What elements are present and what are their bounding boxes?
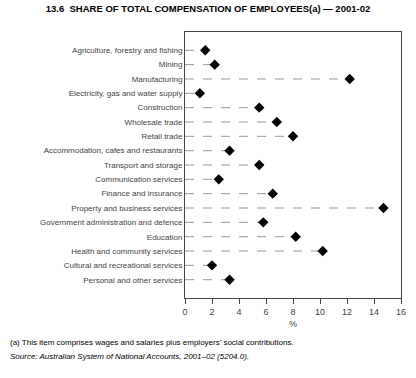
svg-text:Transport and storage: Transport and storage — [104, 161, 183, 170]
svg-text:Source: Australian System of N: Source: Australian System of National Ac… — [10, 352, 249, 361]
svg-text:2: 2 — [209, 307, 214, 317]
svg-text:Retail trade: Retail trade — [141, 132, 182, 141]
svg-text:Electricity, gas and water sup: Electricity, gas and water supply — [69, 89, 183, 98]
svg-text:13.6 SHARE OF TOTAL COMPENSAT: 13.6 SHARE OF TOTAL COMPENSATION OF EMPL… — [46, 3, 370, 14]
svg-text:Education: Education — [147, 232, 183, 241]
svg-text:Agriculture, forestry and fish: Agriculture, forestry and fishing — [72, 46, 182, 55]
svg-text:16: 16 — [396, 307, 406, 317]
svg-text:Government administration and: Government administration and defence — [40, 218, 183, 227]
svg-text:Wholesale trade: Wholesale trade — [125, 118, 183, 127]
svg-text:Mining: Mining — [159, 60, 183, 69]
svg-text:Communication services: Communication services — [95, 175, 182, 184]
svg-text:Finance and insurance: Finance and insurance — [101, 189, 182, 198]
svg-text:Manufacturing: Manufacturing — [132, 75, 183, 84]
svg-text:Cultural and recreational serv: Cultural and recreational services — [64, 261, 183, 270]
svg-text:Personal and other services: Personal and other services — [83, 276, 182, 285]
svg-text:14: 14 — [369, 307, 379, 317]
svg-text:Accommodation, cafes and resta: Accommodation, cafes and restaurants — [44, 146, 183, 155]
svg-text:6: 6 — [263, 307, 268, 317]
svg-text:8: 8 — [290, 307, 295, 317]
svg-text:Health and community services: Health and community services — [71, 247, 182, 256]
svg-text:10: 10 — [315, 307, 325, 317]
svg-text:Construction: Construction — [137, 103, 182, 112]
svg-text:4: 4 — [236, 307, 241, 317]
svg-text:%: % — [289, 319, 297, 329]
svg-text:Property and business services: Property and business services — [71, 204, 182, 213]
svg-text:12: 12 — [342, 307, 352, 317]
svg-text:0: 0 — [182, 307, 187, 317]
svg-text:(a) This item comprises wages: (a) This item comprises wages and salari… — [10, 338, 294, 347]
